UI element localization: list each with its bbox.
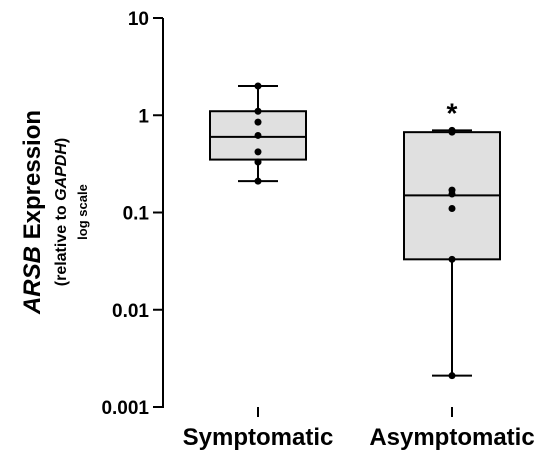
- y-axis-title: ARSB Expression: [19, 110, 46, 315]
- y-axis-scale-note: log scale: [75, 184, 90, 240]
- y-axis-title-group: ARSB Expression: [19, 110, 46, 315]
- data-point: [448, 255, 456, 263]
- data-point: [254, 107, 262, 115]
- x-category-label: Asymptomatic: [369, 424, 534, 450]
- data-point: [448, 190, 456, 198]
- box-group-symptomatic: [209, 82, 307, 185]
- y-axis-subtitle-group: (relative to GAPDH): [53, 138, 70, 286]
- box-group-asymptomatic: *: [403, 97, 501, 380]
- y-axis-title-main: Expression: [19, 110, 46, 246]
- data-point: [448, 372, 456, 380]
- y-axis-subtitle-ref: GAPDH: [53, 143, 70, 201]
- data-point: [254, 177, 262, 185]
- y-tick-label: 0.1: [123, 204, 150, 225]
- x-axis-ticks: Symptomatic Asymptomatic: [183, 407, 535, 451]
- data-point: [254, 158, 262, 166]
- y-tick-label: 0.01: [112, 301, 149, 322]
- y-tick-label: 1: [138, 106, 149, 127]
- y-tick-label: 10: [128, 9, 149, 30]
- y-axis-subtitle-prefix: (relative to: [53, 201, 70, 286]
- data-point: [254, 148, 262, 156]
- y-axis-subtitle-suffix: ): [53, 138, 70, 143]
- data-point: [254, 118, 262, 126]
- data-point: [254, 131, 262, 139]
- data-point: [448, 128, 456, 136]
- y-axis-scale-note-group: log scale: [75, 184, 90, 240]
- y-axis-ticks: 0.001 0.01 0.1 1 10: [101, 9, 163, 419]
- data-point: [254, 82, 262, 90]
- significance-annotation: *: [447, 97, 458, 128]
- boxes-layer: *: [209, 82, 501, 380]
- y-tick-label: 0.001: [101, 398, 149, 419]
- y-axis-title-gene: ARSB: [19, 246, 46, 315]
- data-point: [448, 204, 456, 212]
- y-axis-subtitle: (relative to GAPDH): [53, 138, 70, 286]
- x-category-label: Symptomatic: [183, 424, 334, 450]
